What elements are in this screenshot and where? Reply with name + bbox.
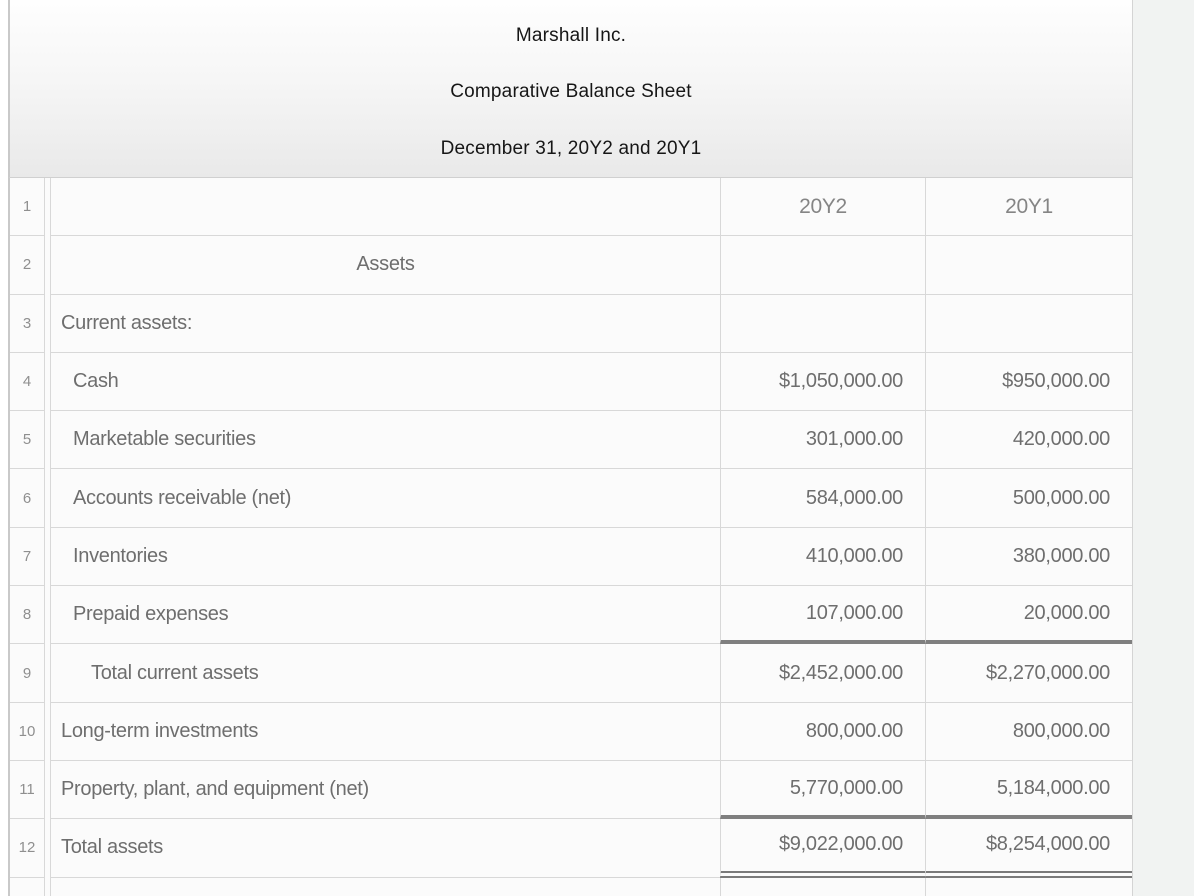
row-number: 10: [10, 702, 45, 761]
row-gutter-spacer: [45, 702, 50, 761]
value-cell-20y1: 20Y1: [925, 178, 1132, 237]
row-gutter-spacer: [45, 527, 50, 587]
value-cell-20y1: [925, 294, 1132, 353]
row-number: 7: [10, 527, 45, 587]
account-label-cell: [50, 178, 720, 237]
value-cell-20y2: 20Y2: [720, 178, 925, 237]
value-cell-20y2: 301,000.00: [720, 411, 925, 470]
row-gutter-spacer: [45, 586, 50, 645]
value-cell-20y1: 5,184,000.00: [925, 760, 1132, 820]
value-cell-20y1: $950,000.00: [925, 352, 1132, 412]
account-label-cell: [50, 877, 720, 896]
row-number: 5: [10, 411, 45, 470]
value-cell-20y1: 20,000.00: [925, 586, 1132, 645]
row-number: 8: [10, 586, 45, 645]
row-number: 1: [10, 178, 45, 237]
account-label-cell: Total assets: [50, 819, 720, 878]
value-cell-20y2: [720, 236, 925, 295]
statement-date: December 31, 20Y2 and 20Y1: [440, 137, 702, 159]
balance-sheet-widget: Marshall Inc. Comparative Balance Sheet …: [8, 0, 1133, 896]
value-cell-20y2: 584,000.00: [720, 469, 925, 528]
value-cell-20y2: [720, 294, 925, 353]
value-cell-20y2: 800,000.00: [720, 702, 925, 761]
row-gutter-spacer: [45, 877, 50, 896]
value-cell-20y2: 107,000.00: [720, 586, 925, 645]
account-label-cell: Total current assets: [50, 644, 720, 703]
row-number: 3: [10, 294, 45, 353]
row-number: 12: [10, 819, 45, 878]
value-cell-20y1: 380,000.00: [925, 527, 1132, 587]
account-label-cell: Inventories: [50, 527, 720, 587]
value-cell-20y2: 5,770,000.00: [720, 760, 925, 820]
row-gutter-spacer: [45, 819, 50, 878]
row-number: [10, 877, 45, 896]
value-cell-20y1: $8,254,000.00: [925, 819, 1132, 878]
row-gutter-spacer: [45, 760, 50, 820]
balance-sheet-grid: 1 20Y2 20Y1 2 Assets 3 Current assets: 4…: [8, 178, 1133, 896]
account-label-cell: Cash: [50, 352, 720, 412]
company-name: Marshall Inc.: [515, 25, 627, 47]
value-cell-20y2: $2,452,000.00: [720, 644, 925, 703]
value-cell-20y1: 500,000.00: [925, 469, 1132, 528]
value-cell-20y1: 420,000.00: [925, 411, 1132, 470]
value-cell-20y2: [720, 877, 925, 896]
row-number: 11: [10, 760, 45, 820]
value-cell-20y1: 800,000.00: [925, 702, 1132, 761]
row-number: 2: [10, 236, 45, 295]
left-margin: [0, 0, 8, 896]
row-gutter-spacer: [45, 411, 50, 470]
account-label-cell: Assets: [50, 236, 720, 295]
value-cell-20y1: [925, 877, 1132, 896]
row-gutter-spacer: [45, 178, 50, 237]
statement-title: Comparative Balance Sheet: [450, 81, 692, 103]
row-gutter-spacer: [45, 469, 50, 528]
row-number: 9: [10, 644, 45, 703]
row-gutter-spacer: [45, 352, 50, 412]
row-gutter-spacer: [45, 644, 50, 703]
account-label-cell: Accounts receivable (net): [50, 469, 720, 528]
statement-header: Marshall Inc. Comparative Balance Sheet …: [8, 0, 1133, 178]
value-cell-20y2: 410,000.00: [720, 527, 925, 587]
account-label-cell: Property, plant, and equipment (net): [50, 760, 720, 820]
value-cell-20y1: $2,270,000.00: [925, 644, 1132, 703]
value-cell-20y1: [925, 236, 1132, 295]
account-label-cell: Current assets:: [50, 294, 720, 353]
account-label-cell: Long-term investments: [50, 702, 720, 761]
account-label-cell: Marketable securities: [50, 411, 720, 470]
account-label-cell: Prepaid expenses: [50, 586, 720, 645]
row-gutter-spacer: [45, 294, 50, 353]
row-number: 6: [10, 469, 45, 528]
row-number: 4: [10, 352, 45, 412]
value-cell-20y2: $1,050,000.00: [720, 352, 925, 412]
row-gutter-spacer: [45, 236, 50, 295]
value-cell-20y2: $9,022,000.00: [720, 819, 925, 878]
